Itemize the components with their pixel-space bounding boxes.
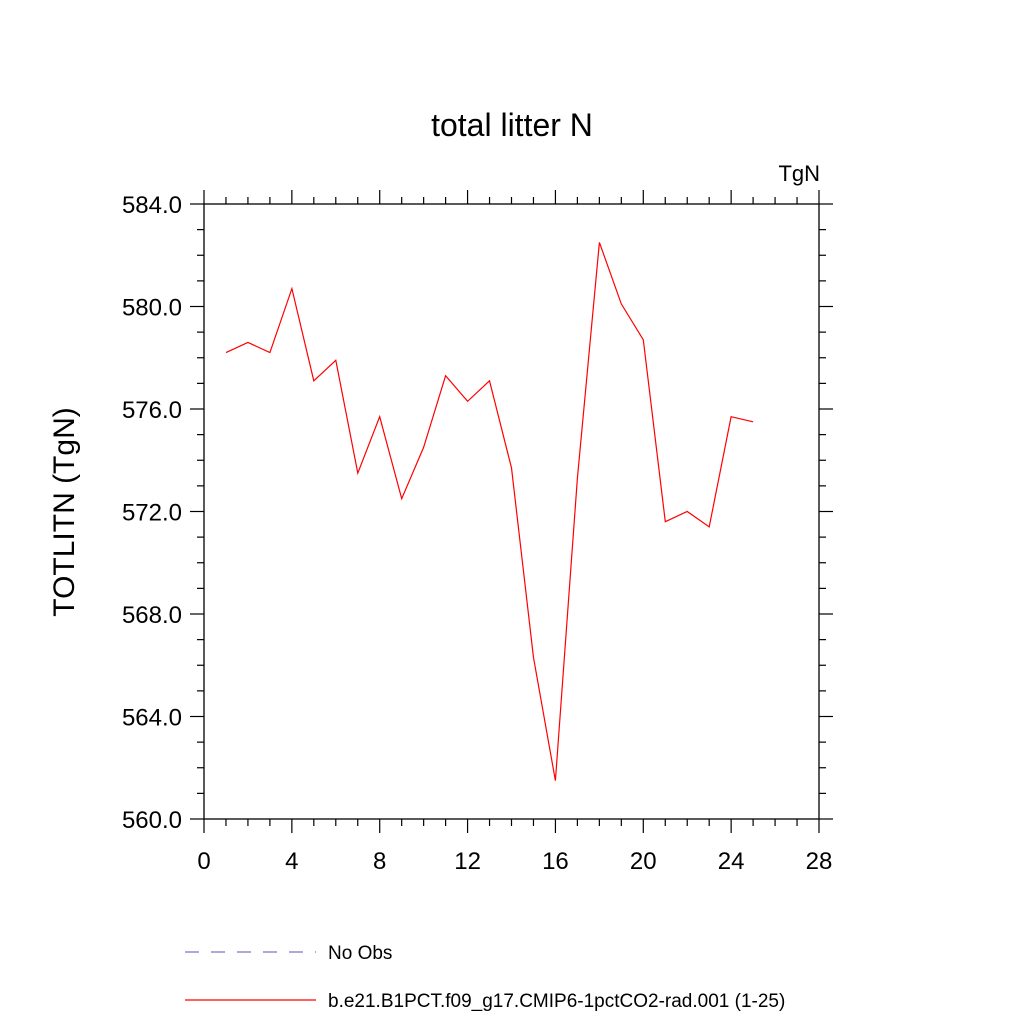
plot-frame (203, 203, 820, 820)
axis-ticks (190, 190, 833, 833)
x-tick-label: 20 (630, 848, 657, 875)
x-tick-label: 24 (718, 848, 745, 875)
y-axis-label: TOTLITN (TgN) (48, 407, 81, 616)
y-tick-label: 580.0 (122, 295, 182, 322)
series-line-1 (225, 242, 754, 781)
x-tick-label: 0 (197, 848, 210, 875)
x-tick-label: 28 (806, 848, 833, 875)
legend-label: No Obs (328, 943, 392, 964)
y-tick-label: 564.0 (122, 705, 182, 732)
x-tick-labels: 0 4 8 12 16 20 24 28 (197, 848, 832, 875)
legend: No Obs b.e21.B1PCT.f09_g17.CMIP6-1pctCO2-… (185, 943, 785, 1012)
chart-title: total litter N (431, 107, 593, 143)
y-tick-label: 576.0 (122, 397, 182, 424)
legend-label: b.e21.B1PCT.f09_g17.CMIP6-1pctCO2-rad.00… (328, 991, 785, 1012)
y-tick-label: 560.0 (122, 807, 182, 834)
series-lines (225, 242, 754, 781)
x-tick-label: 16 (542, 848, 569, 875)
y-tick-label: 568.0 (122, 602, 182, 629)
units-label: TgN (778, 161, 820, 186)
x-tick-label: 4 (285, 848, 298, 875)
x-tick-label: 12 (454, 848, 481, 875)
y-tick-label: 572.0 (122, 500, 182, 527)
y-tick-label: 584.0 (122, 192, 182, 219)
x-tick-label: 8 (373, 848, 386, 875)
y-tick-labels: 560.0 564.0 568.0 572.0 576.0 580.0 584.0 (122, 192, 182, 834)
